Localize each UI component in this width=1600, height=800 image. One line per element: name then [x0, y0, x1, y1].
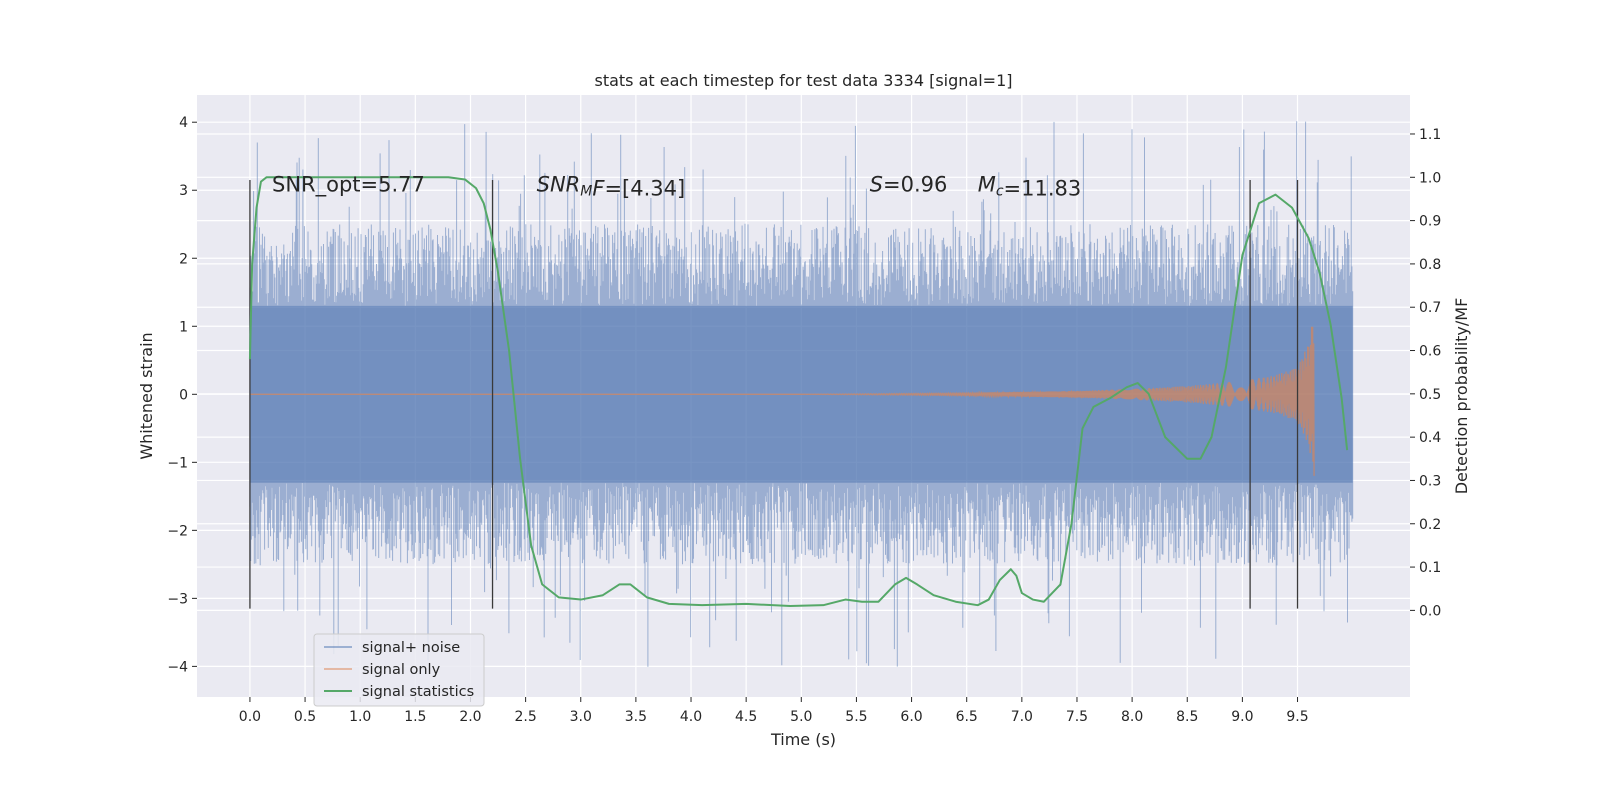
y2-tick-label: 0.2	[1419, 517, 1441, 533]
x-tick-label: 8.0	[1121, 709, 1143, 725]
y2-tick-label: 1.0	[1419, 170, 1441, 186]
annotation-text: S=0.96	[870, 172, 948, 196]
y2-tick-label: 1.1	[1419, 127, 1441, 143]
y-tick-label: −1	[167, 455, 188, 471]
y2-tick-label: 0.7	[1419, 300, 1441, 316]
x-tick-label: 7.0	[1011, 709, 1033, 725]
x-tick-label: 9.0	[1231, 709, 1253, 725]
y-tick-label: −3	[167, 591, 188, 607]
y2-tick-label: 0.4	[1419, 430, 1441, 446]
y2-tick-label: 0.9	[1419, 214, 1441, 230]
x-tick-label: 5.5	[845, 709, 867, 725]
y-tick-label: −2	[167, 523, 188, 539]
y-axis-label: Whitened strain	[137, 332, 156, 459]
annotation-text: SNRMF=[4.34]	[537, 172, 686, 200]
y-tick-label: 3	[179, 183, 188, 199]
y-tick-label: 0	[179, 387, 188, 403]
secondary-y-axis-ticks: 0.0 0.1 0.2 0.3 0.4 0.5 0.6 0.7 0.8 0.9 1.0 1.1	[1410, 127, 1441, 619]
series-signal-statistics	[248, 176, 1349, 608]
x-tick-label: 9.5	[1286, 709, 1308, 725]
secondary-y-axis-label: Detection probability/MF	[1452, 298, 1471, 495]
y2-tick-label: 0.1	[1419, 560, 1441, 576]
x-tick-label: 7.5	[1066, 709, 1088, 725]
legend-label: signal statistics	[362, 684, 474, 700]
x-tick-label: 8.5	[1176, 709, 1198, 725]
series-signal-only	[249, 326, 1315, 476]
annotation-text: SNR_opt=5.77	[272, 172, 425, 197]
annotations: SNR_opt=5.77 SNRMF=[4.34] S=0.96 Mc=11.83	[272, 172, 1081, 200]
x-tick-label: 0.0	[239, 709, 261, 725]
x-tick-label: 2.0	[459, 709, 481, 725]
x-tick-label: 2.5	[514, 709, 536, 725]
x-tick-label: 6.5	[956, 709, 978, 725]
x-tick-label: 6.0	[900, 709, 922, 725]
y2-tick-label: 0.3	[1419, 473, 1441, 489]
x-tick-label: 5.0	[790, 709, 812, 725]
x-tick-label: 4.0	[680, 709, 702, 725]
legend-label: signal+ noise	[362, 640, 460, 656]
x-axis-ticks: 0.0 0.5 1.0 1.5 2.0 2.5 3.0 3.5 4.0 4.5 5.0 5.5 6.0 6…	[239, 697, 1309, 725]
x-tick-label: 0.5	[294, 709, 316, 725]
x-tick-label: 3.0	[570, 709, 592, 725]
y-tick-label: 2	[179, 251, 188, 267]
annotation-text: Mc=11.83	[978, 172, 1082, 200]
legend: signal+ noise signal only signal statistic…	[313, 633, 485, 707]
x-tick-label: 1.0	[349, 709, 371, 725]
x-tick-label: 3.5	[625, 709, 647, 725]
x-tick-label: 1.5	[404, 709, 426, 725]
x-axis-label: Time (s)	[770, 730, 836, 749]
y-axis-ticks: −4 −3 −2 −1 0 1 2 3 4	[167, 115, 197, 675]
y-tick-label: 4	[179, 115, 188, 131]
y-tick-label: 1	[179, 319, 188, 335]
y2-tick-label: 0.8	[1419, 257, 1441, 273]
y2-tick-label: 0.6	[1419, 344, 1441, 360]
signal-only-line	[249, 326, 1315, 476]
signal-statistics-line	[248, 176, 1349, 608]
x-tick-label: 4.5	[735, 709, 757, 725]
legend-label: signal only	[362, 662, 441, 678]
legend-box	[313, 633, 485, 707]
chart-title: stats at each timestep for test data 333…	[594, 71, 1012, 90]
y2-tick-label: 0.0	[1419, 603, 1441, 619]
vertical-marker-lines	[249, 180, 1299, 609]
y-tick-label: −4	[167, 659, 188, 675]
y2-tick-label: 0.5	[1419, 387, 1441, 403]
